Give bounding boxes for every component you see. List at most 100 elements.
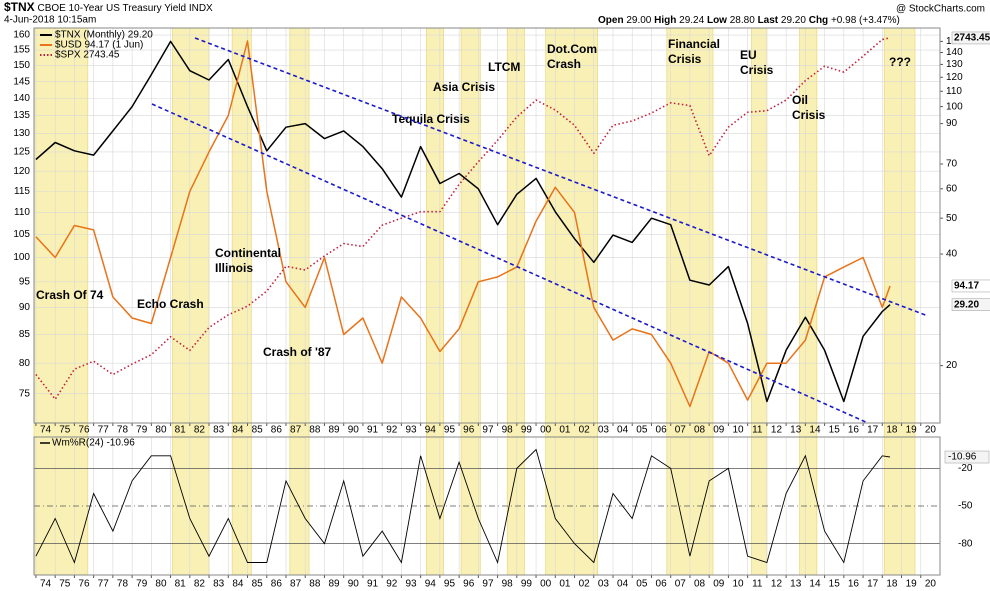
y2-tick-label: 60 — [946, 183, 958, 194]
x-tick-label: 91 — [367, 425, 379, 436]
legend-label: $SPX 2743.45 — [55, 50, 120, 61]
x-tick-label: 03 — [598, 425, 610, 436]
x-tick-label: 20 — [925, 579, 937, 590]
x-tick-label: 98 — [502, 579, 514, 590]
x-tick-label: 07 — [675, 579, 687, 590]
y-tick-label: -50 — [958, 501, 973, 512]
y-tick-label: 110 — [14, 207, 30, 218]
annotation: EU — [740, 48, 757, 62]
quote-value: 29.20 — [781, 15, 806, 26]
legend-label: $TNX (Monthly) 29.20 — [55, 30, 153, 41]
x-tick-label: 17 — [867, 579, 879, 590]
y-tick-label: 155 — [13, 45, 30, 56]
x-tick-label: 12 — [771, 579, 783, 590]
quote-value: 29.00 — [626, 15, 651, 26]
lower-frame — [33, 436, 941, 576]
quote-label: Last — [758, 15, 779, 26]
x-tick-label: 13 — [790, 579, 802, 590]
x-tick-label: 77 — [98, 579, 110, 590]
x-tick-label: 91 — [367, 579, 379, 590]
x-tick-label: 79 — [136, 579, 148, 590]
quote-label: Chg — [809, 15, 828, 26]
x-tick-label: 02 — [579, 579, 591, 590]
x-tick-label: 80 — [155, 579, 167, 590]
y-tick-label: 130 — [13, 128, 30, 139]
crisis-band — [426, 27, 445, 576]
quote-value: +0.98 (+3.47%) — [831, 15, 900, 26]
header-line: $TNX CBOE 10-Year US Treasury Yield INDX — [4, 0, 213, 14]
crisis-band — [545, 27, 598, 576]
x-tick-label: 85 — [252, 579, 264, 590]
x-tick-label: 96 — [463, 425, 475, 436]
value-badge — [951, 298, 990, 311]
x-tick-label: 83 — [213, 579, 225, 590]
annotation: Echo Crash — [137, 297, 204, 311]
x-tick-label: 05 — [636, 579, 648, 590]
y-tick-label: 95 — [19, 276, 31, 287]
annotation: LTCM — [488, 60, 520, 74]
x-tick-label: 99 — [521, 425, 533, 436]
x-tick-label: 02 — [579, 425, 591, 436]
series-line — [35, 40, 891, 403]
symbol: $TNX — [4, 0, 35, 14]
y2-tick-label: 70 — [946, 159, 958, 170]
x-tick-label: 07 — [675, 425, 687, 436]
x-tick-label: 12 — [771, 425, 783, 436]
x-tick-label: 87 — [290, 425, 302, 436]
x-tick-label: 03 — [598, 579, 610, 590]
x-tick-label: 17 — [867, 425, 879, 436]
x-tick-label: 11 — [752, 579, 763, 590]
y2-tick-label: 110 — [946, 86, 962, 97]
x-tick-label: 89 — [329, 579, 341, 590]
y-tick-label: 90 — [19, 302, 31, 313]
x-tick-label: 86 — [271, 579, 283, 590]
x-tick-label: 10 — [732, 579, 744, 590]
crisis-band — [506, 27, 525, 576]
annotation: Crash Of 74 — [36, 288, 104, 302]
x-tick-label: 77 — [98, 425, 110, 436]
x-tick-label: 06 — [656, 579, 668, 590]
y-tick-label: 150 — [13, 60, 30, 71]
x-tick-label: 95 — [444, 425, 456, 436]
x-tick-label: 10 — [732, 425, 744, 436]
y2-tick-label: 90 — [946, 118, 958, 129]
x-tick-label: 08 — [694, 425, 706, 436]
y-tick-label: -80 — [958, 538, 973, 549]
symbol-name: CBOE 10-Year US Treasury Yield INDX — [37, 3, 213, 14]
x-tick-label: 94 — [425, 425, 437, 436]
x-tick-label: 09 — [713, 425, 725, 436]
y-tick-label: 145 — [13, 76, 30, 87]
x-tick-label: 87 — [290, 579, 302, 590]
annotation: Crisis — [740, 63, 774, 77]
x-tick-label: 88 — [309, 425, 321, 436]
y2-tick-label: 120 — [946, 72, 963, 83]
x-tick-label: 09 — [713, 579, 725, 590]
x-tick-label: 80 — [155, 425, 167, 436]
series-line — [35, 37, 891, 400]
x-tick-label: 14 — [809, 579, 821, 590]
annotation: Tequila Crisis — [392, 112, 470, 126]
x-tick-label: 84 — [232, 425, 244, 436]
x-tick-label: 93 — [405, 425, 417, 436]
x-tick-label: 96 — [463, 579, 475, 590]
x-tick-label: 82 — [194, 425, 206, 436]
x-tick-label: 04 — [617, 579, 629, 590]
annotation: Illinois — [215, 261, 253, 275]
indicator-line — [35, 448, 891, 564]
x-tick-label: 04 — [617, 425, 629, 436]
x-tick-label: 88 — [309, 579, 321, 590]
x-tick-label: 95 — [444, 579, 456, 590]
x-tick-label: 19 — [906, 425, 918, 436]
x-tick-label: 74 — [40, 579, 52, 590]
legend-label: $USD 94.17 (1 Jun) — [55, 40, 143, 51]
series-line — [35, 40, 891, 408]
x-tick-label: 81 — [175, 425, 187, 436]
x-tick-label: 06 — [656, 425, 668, 436]
x-tick-label: 82 — [194, 579, 206, 590]
x-tick-label: 08 — [694, 579, 706, 590]
x-tick-label: 00 — [540, 579, 552, 590]
y-tick-label: 85 — [19, 329, 31, 340]
y-tick-label: 80 — [19, 358, 31, 369]
x-tick-label: 90 — [348, 579, 360, 590]
